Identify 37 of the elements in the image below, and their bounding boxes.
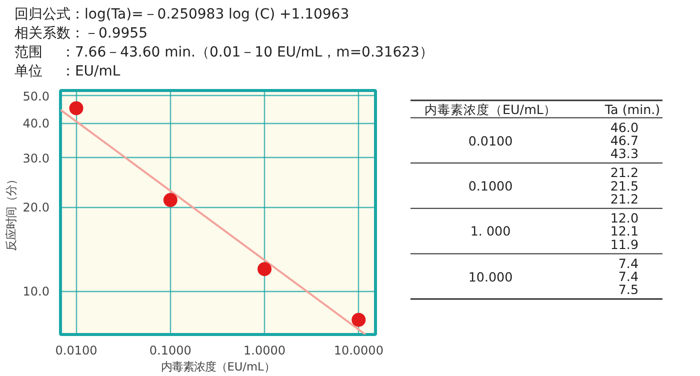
text: 内毒素浓度（EU/mL）	[424, 102, 556, 117]
point	[69, 101, 84, 116]
point	[258, 262, 272, 276]
text: 0.0100	[468, 133, 513, 148]
text: 范围 ：7.66－43.60 min.（0.01－10 EU/mL，m=0.31623）	[14, 44, 434, 60]
x-tick-label: 1.0000	[244, 344, 286, 358]
text: 11.9	[610, 236, 639, 252]
text: 12.0	[610, 210, 639, 226]
y-tick-label: 30.0	[22, 151, 50, 166]
y-axis-title: 反应时间（分）	[4, 174, 18, 251]
text: 21.2	[610, 165, 639, 180]
x-tick-label: 0.0100	[55, 344, 98, 358]
text: 46.0	[610, 120, 639, 135]
y-tick-label: 20.0	[22, 200, 50, 215]
text: 12.1	[610, 224, 639, 239]
point	[163, 193, 178, 208]
text: 回归公式：log(Ta)=－0.250983 log (C) +1.10963	[14, 6, 350, 22]
text: 21.5	[610, 178, 639, 194]
text: 7.4	[618, 268, 639, 284]
text: 21.2	[610, 191, 639, 206]
x-tick-label: 10.0000	[334, 344, 384, 358]
text: 0.1000	[468, 178, 513, 194]
text: 7.5	[618, 282, 639, 298]
x-tick-label: 0.1000	[149, 344, 192, 358]
y-tick-label: 40.0	[22, 116, 50, 131]
text: 43.3	[610, 146, 639, 162]
text: Ta (min.)	[604, 102, 660, 117]
y-tick-label: 50.0	[22, 89, 50, 104]
text: 单位 ：EU/mL	[14, 64, 120, 80]
x-axis-title: 内毒素浓度（EU/mL）	[161, 360, 275, 374]
text: 10.000	[468, 269, 513, 284]
y-tick-label: 10.0	[22, 284, 50, 299]
text: 相关系数：－0.9955	[14, 26, 148, 42]
text: 46.7	[610, 132, 639, 148]
text: 7.4	[618, 256, 639, 271]
text: 1. 000	[470, 224, 511, 239]
point	[352, 312, 366, 327]
